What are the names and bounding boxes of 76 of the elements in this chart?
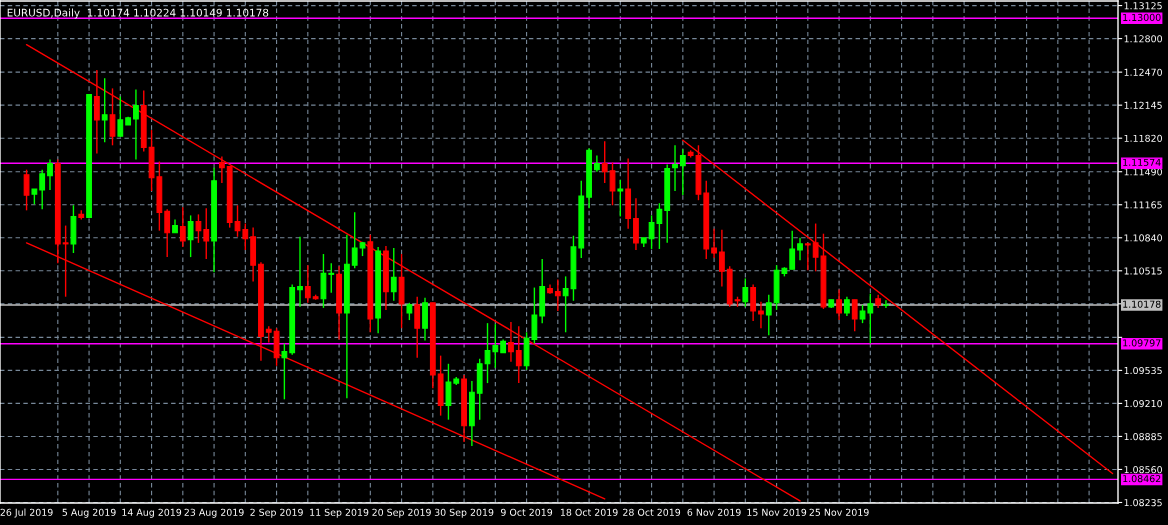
x-tick-label: 11 Sep 2019 — [310, 508, 369, 518]
candlestick — [508, 321, 514, 363]
x-tick-label: 6 Nov 2019 — [687, 508, 741, 516]
y-tick-label: 1.08235 — [1124, 499, 1162, 507]
x-tick-label: 14 Aug 2019 — [122, 508, 182, 518]
y-tick-label: 1.13125 — [1124, 2, 1162, 10]
candlestick — [328, 262, 335, 294]
candlestick — [297, 236, 303, 308]
text: EURUSD,Daily 1.10174 1.10224 1.10149 1.10178 — [7, 8, 269, 19]
candlestick — [711, 227, 717, 259]
candlestick — [179, 206, 186, 248]
y-tick-label: 1.09210 — [1124, 399, 1162, 408]
ref-line-label: 1.08462 — [1123, 475, 1161, 483]
candlestick — [843, 296, 850, 317]
candlestick — [679, 148, 686, 196]
candlestick — [23, 168, 30, 212]
candlestick — [750, 283, 757, 322]
x-tick-label: 15 Nov 2019 — [747, 508, 807, 516]
candlestick — [609, 161, 616, 206]
ref-line-label: 1.11574 — [1123, 158, 1161, 166]
x-tick-label: 20 Sep 2019 — [372, 508, 431, 518]
candlestick — [133, 88, 139, 161]
candlestick — [93, 69, 100, 155]
candlestick — [414, 296, 421, 359]
candlestick — [164, 208, 171, 258]
y-tick-label: 1.12800 — [1124, 35, 1162, 43]
candlestick — [445, 363, 452, 421]
candlestick — [804, 242, 811, 271]
candlestick — [304, 264, 311, 304]
y-tick-label: 1.10840 — [1124, 234, 1162, 242]
candlestick — [101, 77, 108, 143]
candlestick — [601, 140, 608, 184]
y-tick-label: 1.10515 — [1124, 267, 1162, 275]
x-tick-label: 28 Oct 2019 — [623, 508, 681, 516]
y-tick-label: 1.09535 — [1124, 366, 1162, 375]
x-tick-label: 2 Sep 2019 — [250, 508, 303, 518]
candlestick — [47, 158, 53, 191]
candlestick — [351, 211, 358, 269]
x-tick-label: 25 Nov 2019 — [809, 508, 869, 516]
ref-line-label: 1.10178 — [1123, 300, 1161, 308]
candlestick — [883, 299, 889, 309]
candlestick — [218, 155, 225, 184]
candlestick — [765, 293, 772, 337]
y-tick-label: 1.08885 — [1124, 433, 1162, 441]
candlestick — [836, 288, 842, 321]
x-tick-label: 26 Jul 2019 — [0, 508, 53, 518]
candlestick — [281, 342, 288, 401]
candlestick — [672, 144, 678, 192]
candlestick — [718, 228, 725, 288]
candlestick — [742, 277, 749, 308]
candlestick — [797, 237, 803, 261]
x-tick-label: 30 Sep 2019 — [434, 508, 494, 518]
candlestick — [515, 325, 522, 384]
ref-line-label: 1.13000 — [1123, 13, 1161, 22]
candlestick — [617, 179, 624, 218]
ref-line-label: 1.09797 — [1123, 339, 1161, 347]
x-tick-label: 5 Aug 2019 — [62, 508, 116, 518]
y-tick-label: 1.08560 — [1124, 466, 1162, 474]
y-tick-label: 1.11490 — [1124, 168, 1162, 176]
candlestick — [851, 299, 858, 332]
y-tick-label: 1.12145 — [1124, 101, 1162, 109]
candlestick — [195, 213, 202, 244]
x-tick-label: 9 Oct 2019 — [500, 508, 553, 516]
x-tick-label: 23 Aug 2019 — [184, 508, 244, 518]
candlestick — [789, 229, 796, 270]
candlestick — [390, 247, 397, 302]
candlestick — [187, 214, 194, 258]
x-tick-label: 18 Oct 2019 — [560, 508, 618, 516]
candlestick — [758, 301, 764, 329]
candlestick — [39, 168, 46, 211]
y-tick-label: 1.11165 — [1124, 201, 1162, 209]
candlestick — [554, 278, 561, 312]
y-tick-label: 1.12470 — [1124, 68, 1162, 76]
y-tick-label: 1.11820 — [1124, 134, 1162, 142]
candlestick — [203, 207, 210, 260]
candlestick — [117, 95, 124, 137]
